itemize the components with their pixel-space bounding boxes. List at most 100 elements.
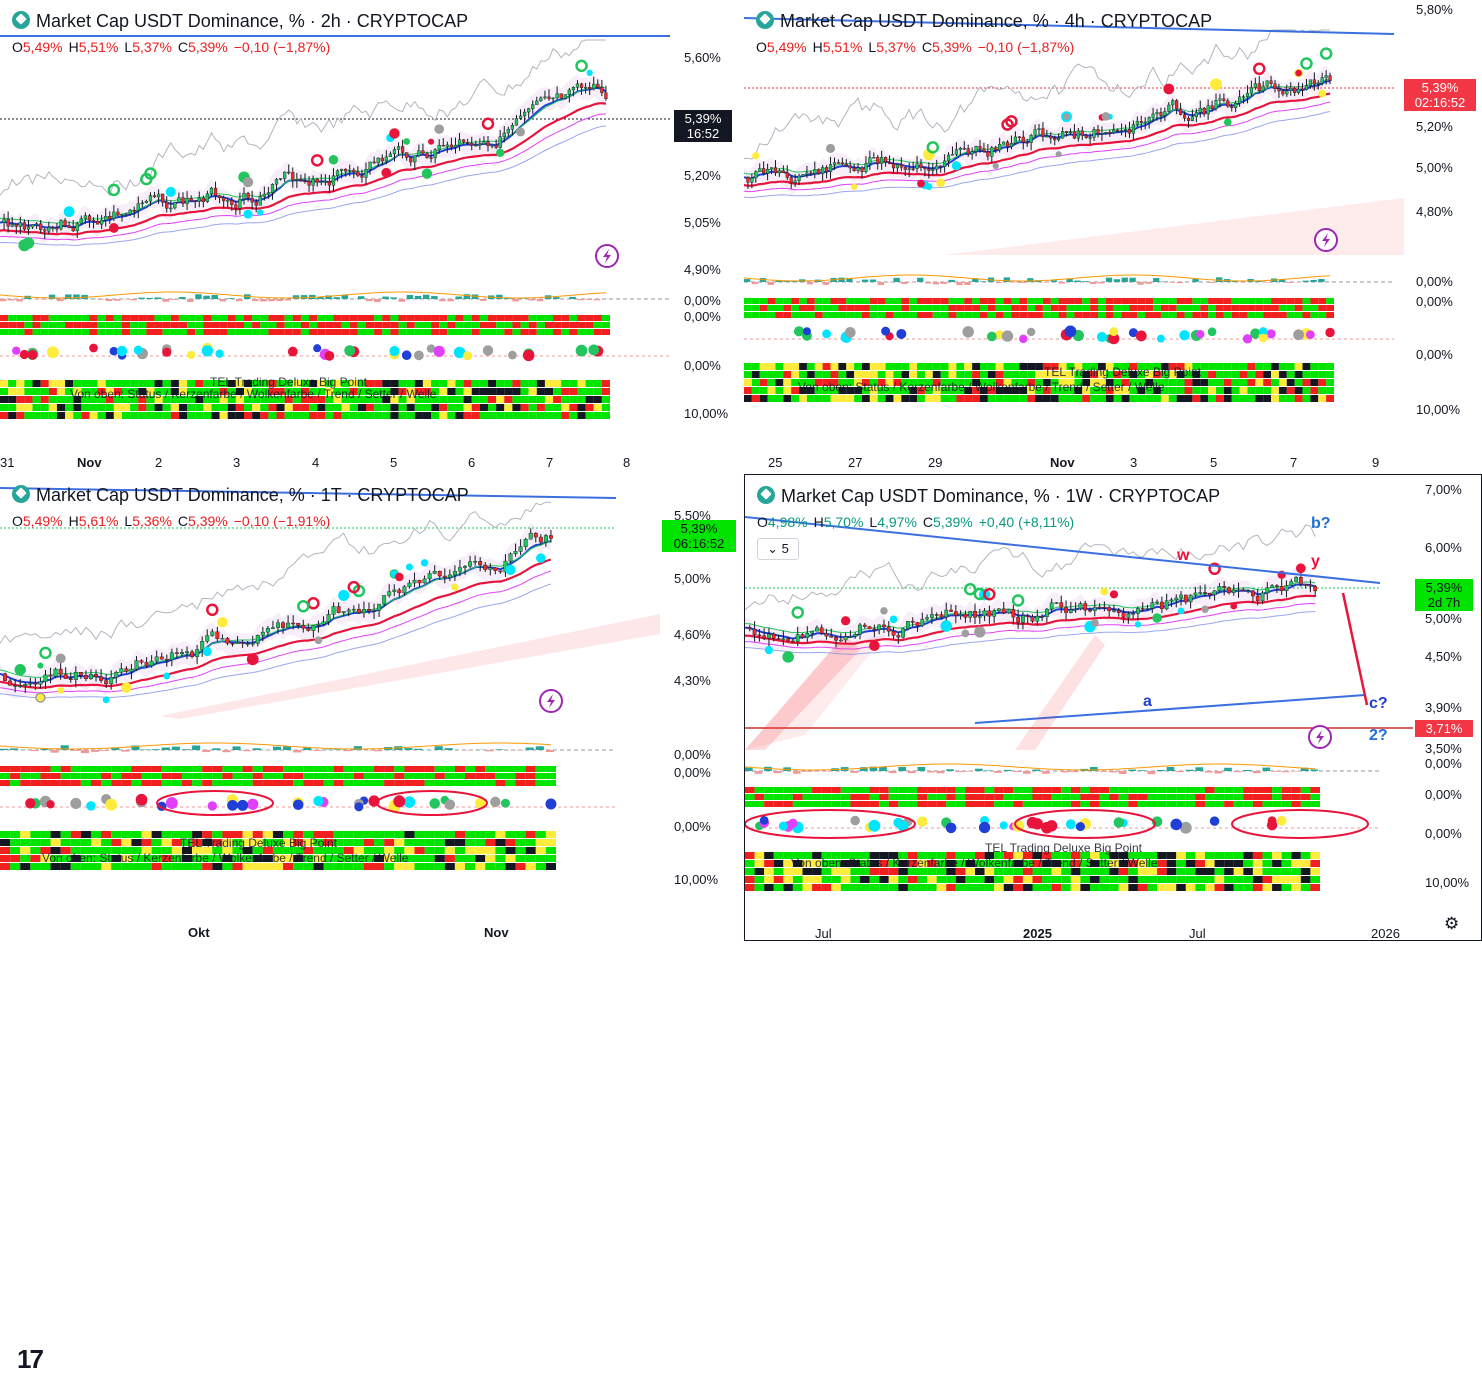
status-strip-cell (65, 322, 73, 328)
wave-strip-cell (277, 404, 285, 411)
histogram-bar (1138, 770, 1146, 771)
status-strip-cell (89, 322, 97, 328)
wave-strip-cell (1234, 884, 1244, 891)
histogram-bar (480, 299, 487, 301)
candle-body (279, 178, 282, 179)
wave-strip-cell (536, 863, 546, 870)
wave-strip-cell (146, 404, 154, 411)
status-strip-cell (366, 329, 374, 335)
wave-strip-cell (1271, 387, 1279, 394)
price-tag: 5,39%02:16:52 (1404, 79, 1476, 111)
wave-strip-cell (1052, 884, 1062, 891)
chart-panel-1w[interactable]: Market Cap USDT Dominance, % · 1W · CRYP… (744, 474, 1482, 941)
indicator-name: TEL Trading Deluxe Big Point (180, 836, 337, 850)
period-selector[interactable]: ⌄ 5 (757, 538, 799, 560)
wave-strip-cell (81, 380, 89, 387)
chart-panel-2h[interactable]: Market Cap USDT Dominance, % · 2h · CRYP… (0, 0, 740, 470)
wave-strip-cell (537, 380, 545, 387)
histogram-bar (933, 282, 939, 284)
signal-ring (793, 607, 803, 617)
wave-strip-cell (1186, 884, 1196, 891)
candle-body (259, 197, 262, 206)
wave-strip-cell (594, 380, 602, 387)
candle-body (312, 179, 315, 185)
candle-body (393, 149, 396, 153)
status-strip-cell (252, 322, 260, 328)
candle-body (1208, 593, 1211, 595)
wave-strip-cell (1067, 395, 1075, 402)
wave-strip-cell (1234, 868, 1244, 875)
status-strip-cell (1205, 794, 1215, 800)
status-strip-cell (222, 766, 232, 772)
wave-strip-cell (171, 412, 179, 419)
status-strip-cell (1279, 298, 1287, 304)
status-strip-cell (222, 780, 232, 786)
status-strip-cell (333, 322, 341, 328)
signal-dot (536, 553, 546, 563)
candle-body (434, 150, 437, 158)
wave-strip-cell (495, 855, 505, 862)
candle-body (959, 614, 962, 615)
wave-strip-cell (423, 412, 431, 419)
status-strip-cell (220, 315, 228, 321)
status-strip-cell (407, 315, 415, 321)
status-strip-cell (1100, 794, 1110, 800)
wave-strip-cell (1318, 371, 1326, 378)
setter-dot (389, 346, 399, 356)
status-strip-cell (24, 322, 32, 328)
chart-panel-4h[interactable]: Market Cap USDT Dominance, % · 4h · CRYP… (744, 0, 1482, 470)
candle-body (588, 87, 591, 89)
wave-strip-cell (569, 396, 577, 403)
wave-strip-cell (799, 395, 807, 402)
candle-body (1055, 603, 1058, 604)
wave-strip-cell (57, 380, 65, 387)
wave-strip-cell (1205, 852, 1215, 859)
status-strip-cell (163, 322, 171, 328)
status-strip-cell (253, 780, 263, 786)
status-strip-cell (475, 773, 485, 779)
candle-body (568, 90, 571, 95)
wave-strip-cell (1200, 371, 1208, 378)
wave-strip-cell (1243, 884, 1253, 891)
candle-body (226, 638, 230, 643)
status-strip-cell (464, 329, 472, 335)
histogram-bar (1243, 770, 1251, 771)
chart-canvas[interactable] (744, 0, 1482, 470)
status-strip-cell (1051, 298, 1059, 304)
wave-strip-cell (1291, 852, 1301, 859)
status-strip-cell (1114, 298, 1122, 304)
wave-strip-cell (1106, 395, 1114, 402)
status-strip-cell (1023, 787, 1033, 793)
histogram-bar (536, 746, 544, 750)
setter-dot (89, 344, 98, 353)
candle-body (377, 158, 380, 163)
status-strip-cell (1295, 312, 1303, 318)
candle-body (810, 631, 813, 633)
candle-body (54, 669, 58, 676)
cloud-band (744, 66, 1330, 195)
status-strip-cell (1004, 801, 1014, 807)
status-strip-cell (342, 329, 350, 335)
candle-body (1069, 610, 1072, 613)
wave-strip-cell (1295, 371, 1303, 378)
wave-strip-cell (1216, 371, 1224, 378)
chart-canvas[interactable] (0, 474, 740, 941)
status-strip-cell (1004, 305, 1012, 311)
signal-ring (298, 601, 308, 611)
candle-body (1074, 609, 1077, 610)
candle-body (1246, 591, 1249, 592)
status-strip-cell (243, 773, 253, 779)
gear-icon[interactable]: ⚙ (1444, 914, 1459, 934)
candle-body (1304, 584, 1307, 585)
candle-body (251, 643, 255, 644)
tradingview-logo-icon[interactable]: 17 (14, 1344, 45, 1375)
candle-body (8, 681, 12, 685)
candle-body (430, 158, 433, 159)
status-strip-cell (1272, 794, 1282, 800)
histogram-bar (975, 769, 983, 771)
wave-strip-cell (496, 380, 504, 387)
status-strip-cell (283, 780, 293, 786)
setter-dot (822, 329, 831, 338)
chart-panel-1d[interactable]: Market Cap USDT Dominance, % · 1T · CRYP… (0, 474, 740, 941)
signal-dot (203, 647, 212, 656)
